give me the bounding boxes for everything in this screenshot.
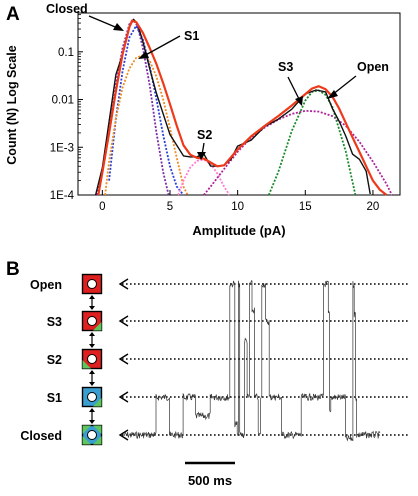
- state-label: S1: [47, 391, 62, 405]
- level-arrowhead: [118, 391, 129, 403]
- y-tick-label: 1E-4: [50, 190, 75, 202]
- annotation-s1-arrow: [141, 35, 181, 58]
- x-tick-label: 10: [231, 201, 244, 213]
- annotation-s3-arrow: [287, 76, 301, 102]
- s1-orange-component-line: [104, 54, 189, 196]
- level-arrowhead: [118, 353, 129, 365]
- x-tick-label: 20: [367, 201, 380, 213]
- x-axis-title: Amplitude (pA): [192, 223, 285, 238]
- histogram-chart: 0.1 0.01 1E-3 1E-4 0 5 10 15 20 Count (N) Log S…: [5, 2, 401, 238]
- trace-chart: Open S3 S2 S1 Closed 500 ms: [20, 273, 408, 488]
- current-trace: [123, 280, 381, 442]
- scale-bar-label: 500 ms: [188, 473, 232, 488]
- y-axis-title: Count (N) Log Scale: [5, 45, 19, 164]
- y-tick-label: 1E-3: [50, 142, 74, 154]
- annotation-s2-arrowhead: [197, 152, 206, 160]
- panel-b-label: B: [6, 259, 20, 280]
- level-arrowhead: [118, 315, 129, 327]
- channel-state-icon: [81, 348, 103, 370]
- histogram-curves: [94, 18, 393, 196]
- channel-state-icon: [81, 310, 103, 332]
- s2-component-line: [177, 158, 231, 196]
- state-label: Closed: [20, 429, 62, 443]
- y-axis-ticks: 0.1 0.01 1E-3 1E-4: [50, 14, 83, 202]
- y-tick-label: 0.01: [52, 95, 74, 107]
- state-rows: Open S3 S2 S1 Closed: [20, 273, 408, 446]
- annotation-s2: S2: [197, 128, 212, 142]
- annotation-open-arrow: [331, 75, 357, 96]
- state-label: S3: [47, 315, 62, 329]
- level-arrowhead: [118, 278, 129, 290]
- annotation-s3-arrowhead: [295, 96, 303, 106]
- channel-state-icon: [81, 386, 103, 408]
- total-fit-line: [97, 19, 388, 196]
- x-tick-label: 5: [167, 201, 173, 213]
- channel-state-icon: [81, 424, 103, 446]
- panel-a-label: A: [6, 4, 20, 25]
- current-trace-line: [123, 280, 381, 442]
- annotation-closed-arrowhead: [113, 23, 124, 31]
- open-component-line: [267, 89, 357, 196]
- annotation-open-arrowhead: [327, 90, 338, 99]
- annotation-s1: S1: [184, 29, 199, 43]
- x-axis-ticks: 0 5 10 15 20: [99, 190, 379, 213]
- state-label: Open: [30, 278, 62, 292]
- annotation-s3: S3: [278, 60, 293, 74]
- channel-state-icon: [81, 273, 103, 295]
- y-tick-label: 0.1: [58, 47, 74, 59]
- state-label: S2: [47, 353, 62, 367]
- s3-component-line: [203, 109, 393, 196]
- annotation-open: Open: [357, 60, 389, 74]
- x-tick-label: 15: [299, 201, 312, 213]
- annotation-s1-arrowhead: [138, 51, 149, 59]
- data-histogram-line: [94, 18, 371, 196]
- x-tick-label: 0: [99, 201, 105, 213]
- level-arrowhead: [118, 429, 129, 441]
- annotation-closed: Closed: [46, 2, 88, 16]
